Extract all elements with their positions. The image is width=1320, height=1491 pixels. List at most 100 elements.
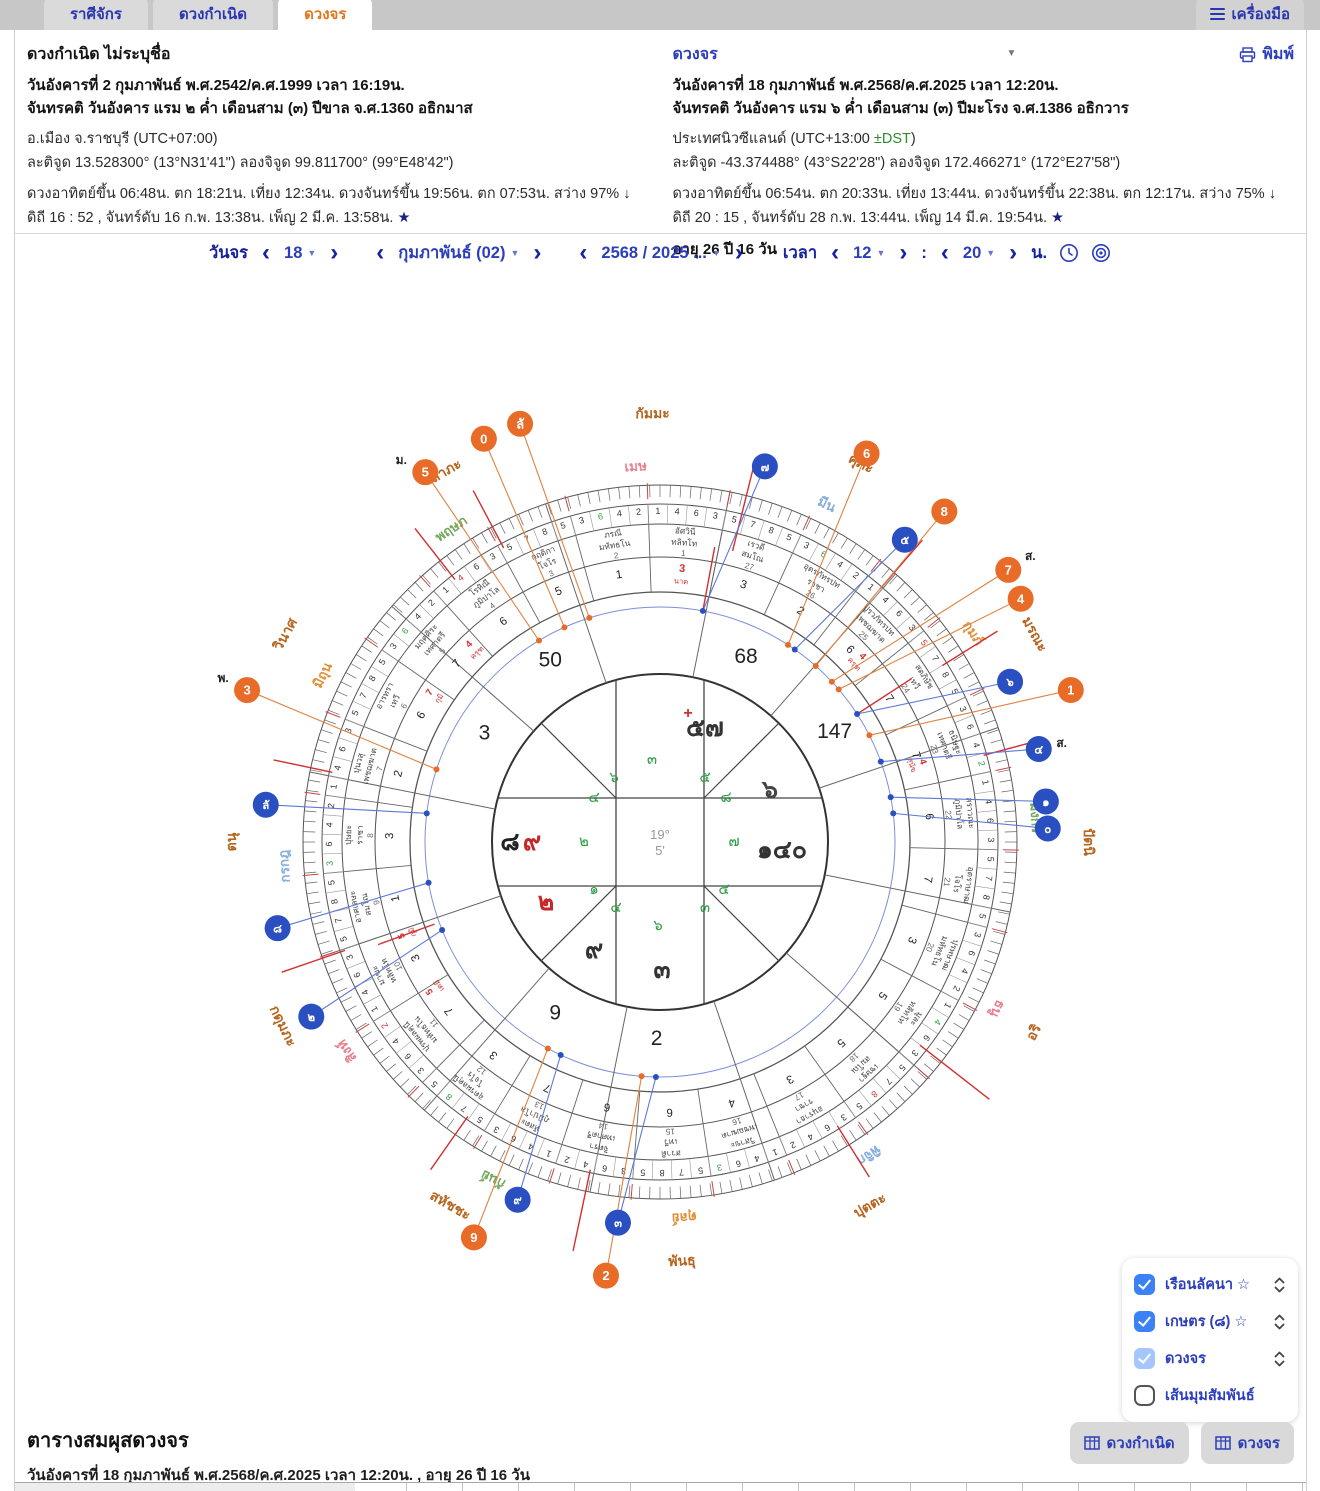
day-select[interactable]: 18 ▼ (284, 243, 317, 262)
hour-next-button[interactable]: › (899, 239, 908, 266)
natal-table-label: ดวงกำเนิด (1106, 1435, 1175, 1452)
svg-text:3: 3 (415, 1065, 426, 1076)
natal-coords: ละติจูด 13.528300° (13°N31'41") ลองจิจูด… (27, 155, 454, 172)
svg-text:5: 5 (834, 1036, 847, 1049)
minute-prev-button[interactable]: ‹ (940, 239, 949, 266)
natal-badge-๖[interactable]: ๖ (997, 668, 1024, 695)
svg-text:4: 4 (959, 967, 970, 976)
transit-title[interactable]: ดวงจร (672, 46, 718, 63)
svg-text:กุมิ: กุมิ (433, 692, 446, 705)
svg-text:6: 6 (863, 446, 870, 461)
svg-text:ภรณี: ภรณี (603, 527, 622, 540)
legend-checkbox-0[interactable] (1134, 1274, 1155, 1295)
sort-icon[interactable] (1273, 1313, 1286, 1331)
time-colon: : (921, 243, 927, 262)
svg-text:6: 6 (471, 561, 481, 572)
transit-badge-ลั[interactable]: ลั (507, 410, 534, 437)
svg-text:2: 2 (379, 1021, 390, 1031)
legend-checkbox-2[interactable] (1134, 1348, 1155, 1369)
natal-badge-๗[interactable]: ๗ (751, 453, 778, 480)
svg-text:9: 9 (371, 899, 382, 906)
svg-text:1: 1 (615, 569, 623, 582)
natal-badge-๑[interactable]: ๑ (1032, 788, 1059, 815)
natal-badge-๘[interactable]: ๘ (264, 915, 291, 942)
transit-badge-5[interactable]: 5 (412, 459, 439, 486)
tab-transit[interactable]: ดวงจร (278, 0, 373, 30)
month-select[interactable]: กุมภาพันธ์ (02) ▼ (398, 244, 520, 262)
print-button[interactable]: พิมพ์ (1239, 42, 1294, 67)
day-prev-button[interactable]: ‹ (262, 239, 271, 266)
svg-text:5: 5 (423, 986, 435, 997)
svg-text:มีน: มีน (815, 494, 839, 516)
hour-prev-button[interactable]: ‹ (831, 239, 840, 266)
svg-text:8: 8 (541, 526, 549, 537)
month-prev-button[interactable]: ‹ (376, 239, 385, 266)
legend-checkbox-3[interactable] (1134, 1385, 1155, 1406)
transit-badge-4[interactable]: 4 (1007, 585, 1034, 612)
svg-text:5: 5 (475, 1114, 485, 1125)
svg-text:10: 10 (391, 960, 404, 973)
svg-text:7: 7 (424, 687, 436, 697)
transit-badge-8[interactable]: 8 (931, 498, 958, 525)
svg-text:19°: 19° (650, 827, 670, 842)
natal-badge-๙[interactable]: ๙ (504, 1186, 531, 1213)
svg-text:50: 50 (539, 648, 562, 671)
legend-checkbox-1[interactable] (1134, 1311, 1155, 1332)
svg-text:๑: ๑ (1042, 797, 1049, 809)
svg-text:13: 13 (533, 1099, 546, 1112)
natal-badge-ลั[interactable]: ลั (252, 791, 279, 818)
natal-badge-๓[interactable]: ๓ (604, 1209, 631, 1236)
transit-badge-6[interactable]: 6 (853, 440, 880, 467)
svg-text:5: 5 (731, 514, 738, 525)
minute-next-button[interactable]: › (1009, 239, 1018, 266)
svg-text:5: 5 (897, 1062, 908, 1072)
sort-icon[interactable] (1273, 1276, 1286, 1294)
svg-text:6: 6 (966, 949, 977, 957)
svg-text:สุนัข: สุนัข (906, 757, 919, 774)
tools-button[interactable]: เครื่องมือ (1195, 0, 1304, 30)
svg-text:27: 27 (743, 560, 755, 572)
svg-text:7: 7 (921, 875, 934, 883)
chevron-down-icon[interactable]: ▼ (1006, 48, 1017, 59)
month-next-button[interactable]: › (533, 239, 542, 266)
svg-text:ราชา: ราชา (354, 825, 364, 845)
minute-select[interactable]: 20 ▼ (962, 243, 996, 262)
svg-text:สวาติ: สวาติ (661, 1148, 681, 1159)
svg-text:3: 3 (972, 931, 983, 939)
svg-text:5: 5 (429, 1079, 439, 1090)
natal-badge-๒[interactable]: ๒ (298, 1003, 325, 1030)
svg-text:5: 5 (697, 1165, 703, 1176)
target-button[interactable] (1091, 243, 1111, 263)
tab-natal[interactable]: ดวงกำเนิด (152, 0, 274, 30)
hour-select[interactable]: 12 ▼ (853, 243, 886, 262)
natal-badge-๔[interactable]: ๔ (1025, 735, 1052, 762)
year-prev-button[interactable]: ‹ (579, 239, 588, 266)
transit-badge-0[interactable]: 0 (470, 425, 497, 452)
svg-text:6: 6 (415, 710, 429, 721)
transit-badge-9[interactable]: 9 (460, 1224, 487, 1251)
transit-badge-2[interactable]: 2 (592, 1262, 619, 1289)
clock-button[interactable] (1059, 243, 1079, 263)
legend-label-0: เรือนลัคนา ☆ (1165, 1277, 1251, 1293)
transit-badge-1[interactable]: 1 (1057, 677, 1084, 704)
year-select[interactable]: 2568 / 2025 ... ▼ (601, 243, 721, 262)
svg-text:1: 1 (980, 779, 991, 786)
tab-rasi-chakra[interactable]: ราศีจักร (44, 0, 148, 30)
legend-row-2: ดวงจร (1132, 1340, 1288, 1377)
time-label: เวลา (782, 244, 818, 262)
legend-label-3: เส้นมุมสัมพันธ์ (1165, 1388, 1255, 1404)
transit-table-button[interactable]: ดวงจร (1200, 1422, 1294, 1464)
natal-table-button[interactable]: ดวงกำเนิด (1069, 1422, 1189, 1464)
transit-tithi: ดิถี 20 : 15 , จันทร์ดับ 28 ก.พ. 13:44น.… (672, 210, 1065, 227)
transit-badge-3[interactable]: 3 (234, 677, 261, 704)
transit-panel: ดวงจร ▼ พิมพ์ วันอังคารที่ 18 กุมภาพันธ์… (661, 34, 1307, 261)
natal-date: วันอังคารที่ 2 กุมภาพันธ์ พ.ศ.2542/ค.ศ.1… (27, 77, 405, 94)
transit-badge-7[interactable]: 7 (995, 556, 1022, 583)
chevron-down-icon: ▼ (876, 248, 886, 258)
natal-badge-๐[interactable]: ๐ (1034, 815, 1061, 842)
natal-badge-๕[interactable]: ๕ (891, 526, 918, 553)
day-next-button[interactable]: › (330, 239, 339, 266)
svg-text:22: 22 (943, 810, 954, 821)
sort-icon[interactable] (1273, 1350, 1286, 1368)
year-next-button[interactable]: › (734, 239, 743, 266)
